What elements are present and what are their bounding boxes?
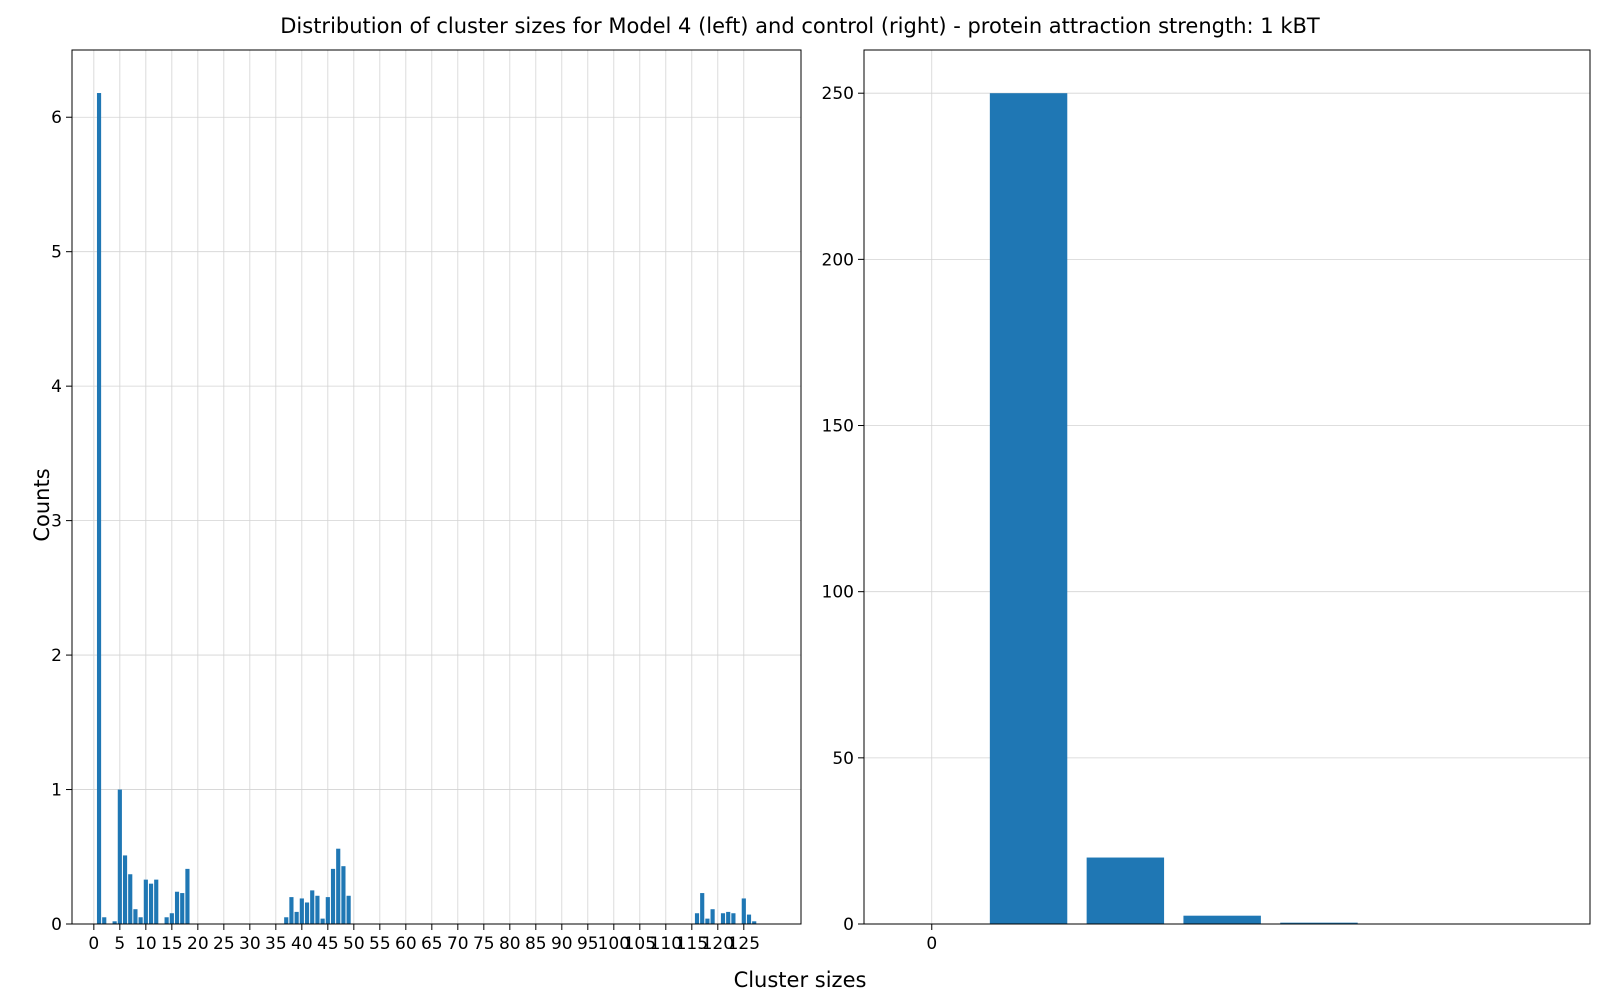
x-axis-label: Cluster sizes <box>733 968 867 992</box>
x-tick-label: 80 <box>499 934 521 954</box>
bar <box>325 897 330 924</box>
axes-frame <box>71 49 802 925</box>
x-tick-label: 105 <box>624 934 656 954</box>
x-tick-label: 70 <box>447 934 469 954</box>
bar <box>164 917 169 924</box>
bar <box>169 913 174 924</box>
bar <box>341 866 346 924</box>
bar <box>336 848 341 924</box>
bar <box>1280 922 1358 924</box>
x-tick-label: 10 <box>135 934 157 954</box>
x-tick-label: 65 <box>421 934 443 954</box>
bar <box>330 868 336 924</box>
y-tick-label: 100 <box>822 583 854 603</box>
bar <box>138 917 143 924</box>
panel-left: 0 5 10 15 20 25 30 35 40 45 50 55 60 65 70 75 80 85 90 9510… <box>51 49 802 954</box>
bar <box>710 909 715 924</box>
bar <box>117 789 122 924</box>
bar <box>148 883 154 924</box>
x-tick-label: 25 <box>213 934 235 954</box>
bar <box>315 895 320 924</box>
x-tick-label: 120 <box>702 934 734 954</box>
bar <box>694 913 700 924</box>
x-tick-label: 85 <box>525 934 547 954</box>
x-tick-label: 60 <box>395 934 417 954</box>
bar <box>185 868 190 924</box>
x-tick-label: 0 <box>926 934 937 954</box>
y-tick-label: 6 <box>51 108 62 128</box>
x-tick-label: 100 <box>598 934 630 954</box>
bar <box>731 913 736 924</box>
x-tick-label: 0 <box>88 934 99 954</box>
y-tick-label: 200 <box>822 250 854 270</box>
bar <box>346 895 351 924</box>
x-tick-label: 110 <box>650 934 682 954</box>
bar <box>289 897 294 924</box>
bar <box>726 911 731 924</box>
bar <box>102 917 107 924</box>
bar <box>720 913 726 924</box>
y-tick-label: 4 <box>51 377 62 397</box>
x-tick-label: 15 <box>161 934 183 954</box>
bar <box>741 898 746 924</box>
x-tick-label: 45 <box>317 934 339 954</box>
x-tick-label: 75 <box>473 934 495 954</box>
bar <box>746 914 752 924</box>
bar <box>989 93 1068 924</box>
y-tick-label: 5 <box>51 243 62 263</box>
bar <box>154 879 159 924</box>
bar <box>320 918 325 924</box>
bar <box>752 921 757 924</box>
x-tick-label: 95 <box>577 934 599 954</box>
bar <box>112 921 117 924</box>
x-tick-label: 125 <box>728 934 760 954</box>
x-tick-label: 55 <box>369 934 391 954</box>
x-tick-label: 115 <box>676 934 708 954</box>
bar <box>122 855 128 924</box>
bar <box>143 879 148 924</box>
x-tick-label: 30 <box>239 934 261 954</box>
panel-right: 0 0 50 100 150 200 250 <box>822 49 1591 954</box>
bar <box>294 911 299 924</box>
y-tick-label: 0 <box>51 915 62 935</box>
y-tick-label: 1 <box>51 781 62 801</box>
bar <box>700 893 705 924</box>
bar <box>174 891 180 924</box>
bar <box>310 890 315 924</box>
bar <box>180 893 185 924</box>
bar <box>304 902 310 924</box>
x-tick-label: 90 <box>551 934 573 954</box>
bar <box>133 909 138 924</box>
x-tick-label: 50 <box>343 934 365 954</box>
y-tick-label: 250 <box>822 84 854 104</box>
y-tick-label: 150 <box>822 417 854 437</box>
y-tick-label: 3 <box>51 512 62 532</box>
x-tick-label: 20 <box>187 934 209 954</box>
chart-title: Distribution of cluster sizes for Model … <box>280 14 1320 38</box>
x-tick-label: 35 <box>265 934 287 954</box>
y-tick-label: 2 <box>51 646 62 666</box>
x-tick-label: 5 <box>114 934 125 954</box>
y-tick-label: 50 <box>832 749 854 769</box>
axes-frame <box>863 49 1591 925</box>
bar <box>96 93 102 924</box>
x-tick-label: 40 <box>291 934 313 954</box>
bar <box>128 874 133 924</box>
bar <box>284 917 289 924</box>
bar <box>705 918 710 924</box>
bar <box>1183 915 1261 924</box>
y-tick-label: 0 <box>843 915 854 935</box>
bar <box>299 898 304 924</box>
bar <box>1086 857 1165 924</box>
